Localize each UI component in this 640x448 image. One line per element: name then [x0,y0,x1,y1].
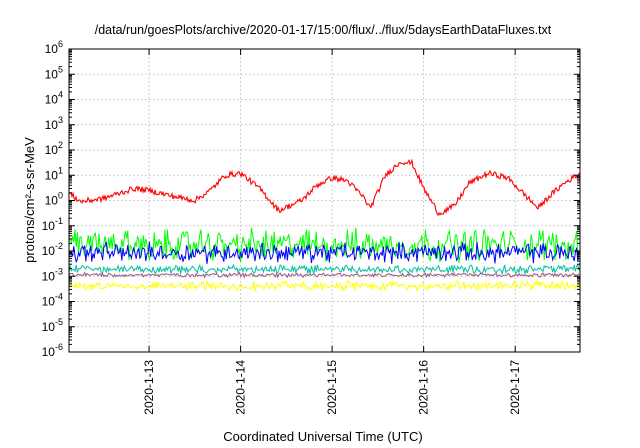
y-tick-label: 100 [45,191,63,208]
grid [69,49,580,352]
chart-title: /data/run/goesPlots/archive/2020-01-17/1… [95,23,552,37]
y-tick-label: 101 [45,165,63,182]
y-tick-label: 102 [45,140,63,157]
series-line [68,263,580,276]
series-line [68,158,581,217]
y-tick-label: 10-5 [42,317,63,334]
y-tick-label: 10-2 [42,241,63,258]
x-axis-title: Coordinated Universal Time (UTC) [223,429,422,444]
y-tick-label: 10-4 [42,292,63,309]
series-line [68,278,580,293]
series-line [68,227,580,264]
x-axis-ticks: 2020-1-13 2020-1-14 2020-1-15 2020-1-16 2020… [142,49,522,415]
x-tick-label: 2020-1-16 [417,360,431,415]
y-tick-label: 103 [45,115,63,132]
y-tick-label: 105 [45,64,63,81]
x-tick-label: 2020-1-17 [508,360,522,415]
y-axis-ticks: 10-6 10-5 10-4 10-3 10-2 10-1 100 101 102 103 104 1… [42,39,580,359]
x-tick-label: 2020-1-14 [234,360,248,415]
y-tick-label: 106 [45,39,63,56]
series-line [68,241,580,264]
y-axis-title: protons/cm²-s-sr-MeV [22,137,37,263]
series-layer [68,158,581,293]
x-tick-label: 2020-1-13 [142,360,156,415]
y-tick-label: 10-1 [42,216,63,233]
y-tick-label: 104 [45,90,63,107]
x-tick-label: 2020-1-15 [325,360,339,415]
y-tick-label: 10-6 [42,342,63,359]
series-line [68,271,580,279]
y-tick-label: 10-3 [42,266,63,283]
